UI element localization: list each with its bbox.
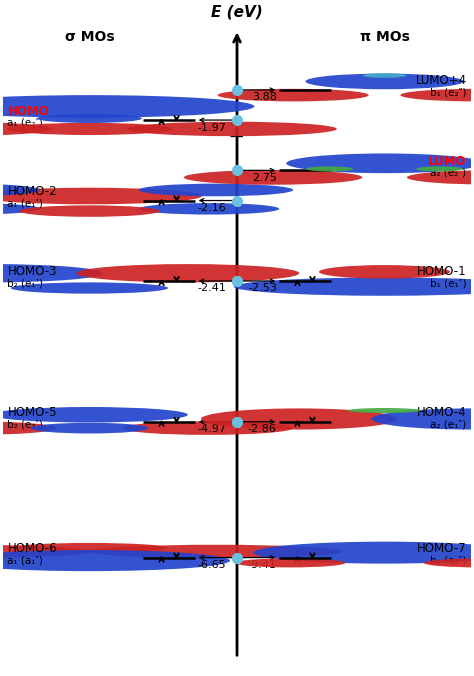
Text: a₂ (e₁″): a₂ (e₁″)	[430, 419, 466, 429]
Ellipse shape	[0, 407, 188, 422]
Text: a₂ (e₂″): a₂ (e₂″)	[430, 168, 466, 178]
Ellipse shape	[348, 408, 421, 413]
Text: a₁ (a₁’): a₁ (a₁’)	[8, 555, 43, 565]
Text: LUMO: LUMO	[428, 155, 466, 168]
Ellipse shape	[19, 206, 160, 217]
Text: b₂ (e₁’): b₂ (e₁’)	[8, 279, 44, 289]
Text: b₂ (e₂’): b₂ (e₂’)	[8, 419, 43, 429]
Text: -2.86: -2.86	[248, 425, 277, 434]
Text: -6.65: -6.65	[197, 560, 226, 570]
Ellipse shape	[138, 203, 279, 214]
Ellipse shape	[372, 408, 474, 429]
Ellipse shape	[319, 265, 450, 279]
Text: HOMO-7: HOMO-7	[417, 542, 466, 555]
Text: -4.97: -4.97	[197, 425, 226, 434]
Ellipse shape	[401, 89, 474, 101]
Ellipse shape	[254, 541, 474, 564]
Text: LUMO+4: LUMO+4	[415, 74, 466, 87]
Text: -1.97: -1.97	[197, 122, 226, 132]
Ellipse shape	[90, 545, 342, 558]
Text: HOMO-3: HOMO-3	[8, 266, 57, 279]
Text: -2.53: -2.53	[248, 283, 277, 293]
Ellipse shape	[0, 421, 57, 435]
Ellipse shape	[306, 166, 353, 172]
Text: -2.16: -2.16	[197, 203, 226, 213]
Ellipse shape	[286, 153, 474, 173]
Ellipse shape	[0, 550, 230, 571]
Text: -9.41: -9.41	[248, 560, 277, 570]
Ellipse shape	[37, 114, 142, 123]
Text: HOMO: HOMO	[8, 105, 49, 118]
Ellipse shape	[0, 122, 52, 136]
Ellipse shape	[11, 283, 168, 293]
Text: HOMO-6: HOMO-6	[8, 542, 57, 555]
Text: π MOs: π MOs	[360, 30, 410, 44]
Text: HOMO-2: HOMO-2	[8, 185, 57, 198]
Ellipse shape	[30, 422, 148, 433]
Ellipse shape	[407, 170, 474, 185]
Text: b₁ (a₂″): b₁ (a₂″)	[430, 555, 466, 565]
Text: σ MOs: σ MOs	[64, 30, 114, 44]
Text: HOMO-1: HOMO-1	[417, 266, 466, 279]
Ellipse shape	[235, 558, 345, 567]
Text: HOMO-5: HOMO-5	[8, 406, 57, 419]
Ellipse shape	[122, 421, 293, 435]
Ellipse shape	[218, 89, 369, 101]
Ellipse shape	[416, 166, 463, 172]
Text: E (eV): E (eV)	[211, 5, 263, 20]
Text: a₁ (e₁’): a₁ (e₁’)	[8, 198, 43, 208]
Text: -2.41: -2.41	[197, 283, 226, 293]
Ellipse shape	[0, 184, 40, 196]
Ellipse shape	[363, 73, 407, 78]
Ellipse shape	[305, 74, 464, 89]
Ellipse shape	[201, 408, 398, 429]
Ellipse shape	[0, 188, 202, 204]
Ellipse shape	[76, 264, 299, 283]
Text: b₁ (e₂″): b₁ (e₂″)	[430, 87, 466, 97]
Text: b₁ (e₁″): b₁ (e₁″)	[430, 279, 466, 289]
Text: 3.88: 3.88	[252, 93, 277, 102]
Text: HOMO-4: HOMO-4	[417, 406, 466, 419]
Ellipse shape	[0, 95, 255, 118]
Ellipse shape	[424, 558, 474, 567]
Ellipse shape	[184, 170, 362, 185]
Ellipse shape	[234, 277, 474, 296]
Text: 2.75: 2.75	[252, 173, 277, 183]
Ellipse shape	[138, 184, 293, 196]
Ellipse shape	[12, 543, 167, 552]
Ellipse shape	[0, 264, 102, 283]
Ellipse shape	[0, 203, 40, 214]
Ellipse shape	[127, 122, 337, 136]
Ellipse shape	[0, 545, 90, 558]
Text: a₁ (e₂’): a₁ (e₂’)	[8, 118, 43, 128]
Ellipse shape	[7, 123, 172, 135]
